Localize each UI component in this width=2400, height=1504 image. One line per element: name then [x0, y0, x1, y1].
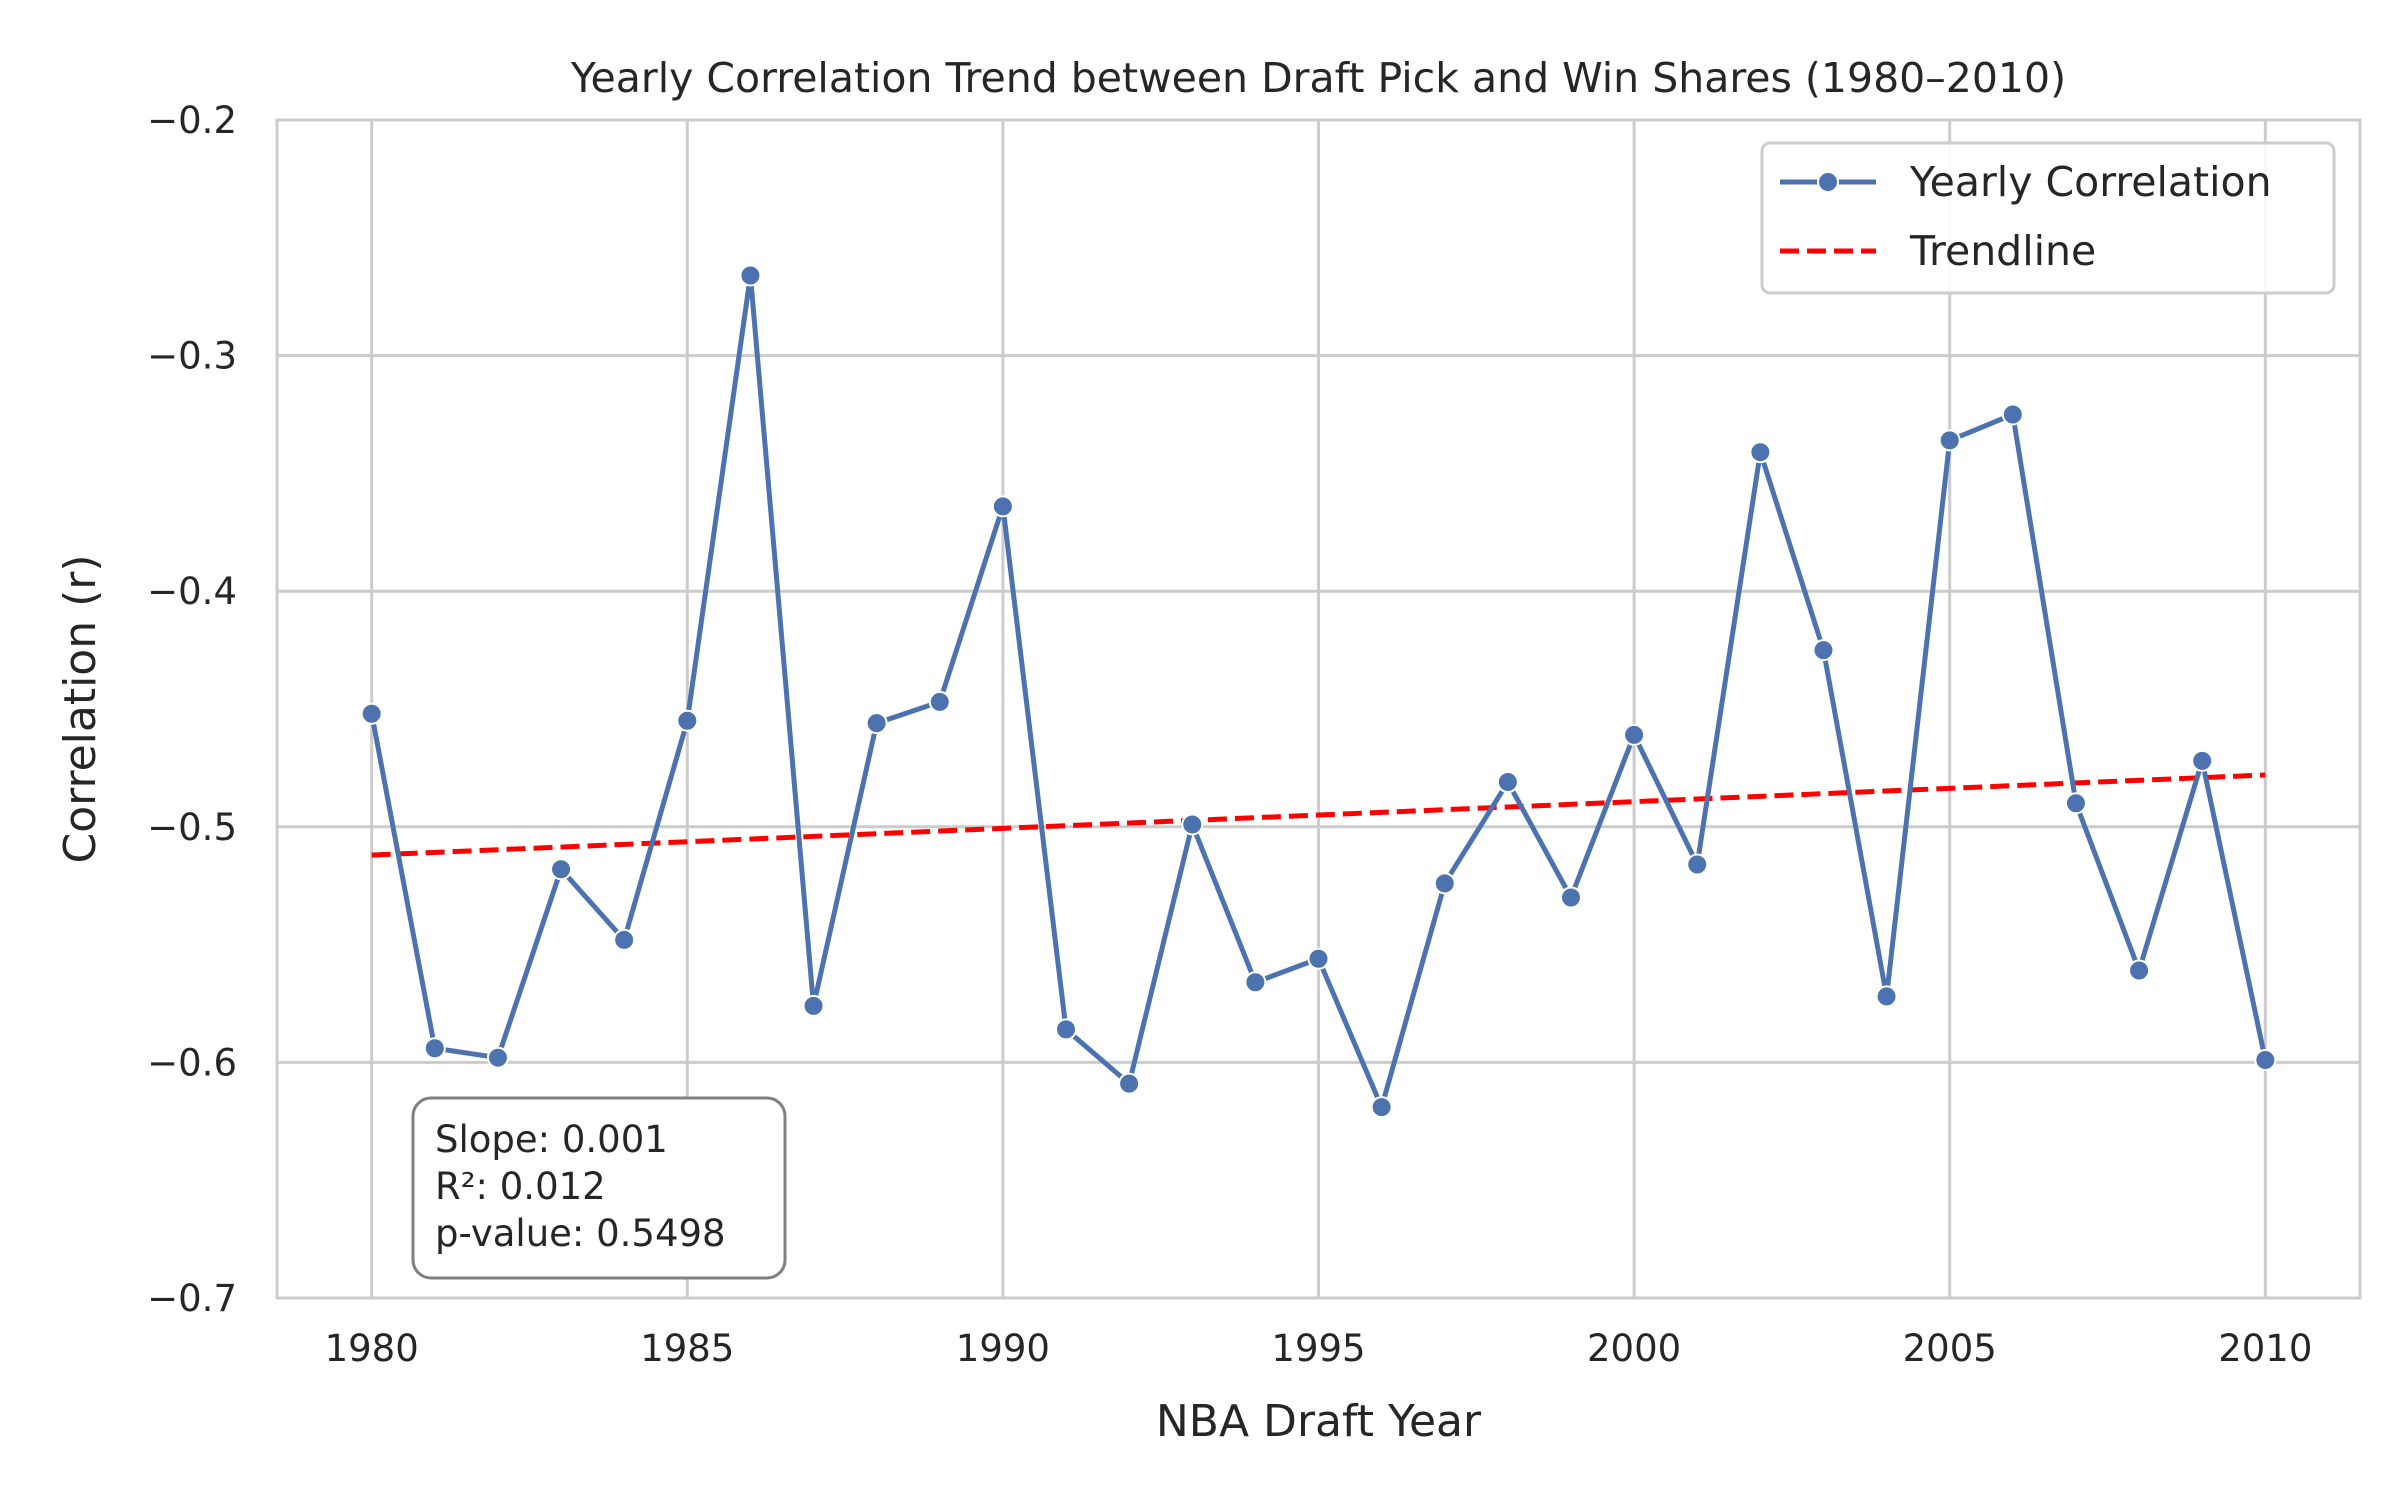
- data-point: [1118, 1072, 1141, 1095]
- plot-frame: [275, 118, 2362, 1300]
- stats-slope: Slope: 0.001: [435, 1118, 668, 1161]
- y-tick-label: −0.5: [147, 806, 237, 849]
- data-point: [1749, 441, 1772, 464]
- data-point: [1181, 813, 1204, 836]
- chart-title: Yearly Correlation Trend between Draft P…: [570, 54, 2066, 102]
- data-point: [2064, 792, 2087, 815]
- data-point: [1055, 1018, 1078, 1041]
- legend-label-trendline: Trendline: [1909, 227, 2096, 275]
- data-point: [1433, 872, 1456, 895]
- y-tick-label: −0.7: [147, 1277, 237, 1320]
- legend-entry-trendline: Trendline: [1780, 227, 2096, 275]
- y-axis-ticks: −0.7 −0.6 −0.5 −0.4 −0.3 −0.2: [147, 99, 237, 1320]
- legend-box: [1760, 141, 2336, 295]
- data-point: [360, 702, 383, 725]
- data-point: [1938, 429, 1961, 452]
- data-point: [1307, 947, 1330, 970]
- legend: Yearly Correlation Trendline: [1760, 141, 2336, 295]
- regression-stats-box: Slope: 0.001 R²: 0.012 p-value: 0.5498: [411, 1096, 787, 1280]
- y-tick-label: −0.3: [147, 335, 237, 378]
- data-point: [928, 690, 951, 713]
- legend-entry-yearly-correlation: Yearly Correlation: [1780, 158, 2272, 206]
- stats-p-value: p-value: 0.5498: [435, 1212, 726, 1255]
- data-point: [1244, 971, 1267, 994]
- data-point: [1875, 985, 1898, 1008]
- data-point: [1496, 771, 1519, 794]
- data-point: [865, 712, 888, 735]
- trendline: [371, 772, 2266, 858]
- data-point: [2191, 749, 2214, 772]
- data-point: [676, 709, 699, 732]
- x-axis-ticks: 1980 1985 1990 1995 2000 2005 2010: [325, 1327, 2313, 1370]
- x-tick-label: 2010: [2218, 1327, 2312, 1370]
- stats-box-frame: [411, 1096, 787, 1280]
- x-tick-label: 1980: [325, 1327, 419, 1370]
- legend-marker-swatch: [1817, 171, 1839, 193]
- data-point: [550, 858, 573, 881]
- stats-r-squared: R²: 0.012: [435, 1165, 606, 1208]
- legend-label-yearly-correlation: Yearly Correlation: [1909, 158, 2272, 206]
- data-point: [1623, 723, 1646, 746]
- y-tick-label: −0.6: [147, 1041, 237, 1084]
- x-axis-label: NBA Draft Year: [1156, 1396, 1482, 1447]
- data-point: [423, 1037, 446, 1060]
- data-point: [1559, 886, 1582, 909]
- x-tick-label: 1990: [956, 1327, 1050, 1370]
- y-tick-label: −0.4: [147, 570, 237, 613]
- data-point: [2001, 403, 2024, 426]
- x-tick-label: 1995: [1271, 1327, 1365, 1370]
- y-tick-label: −0.2: [147, 99, 237, 142]
- x-tick-label: 2005: [1903, 1327, 1997, 1370]
- data-point: [991, 495, 1014, 518]
- x-tick-label: 2000: [1587, 1327, 1681, 1370]
- data-point: [613, 928, 636, 951]
- y-axis-label: Correlation (r): [55, 554, 106, 863]
- data-point: [2254, 1049, 2277, 1072]
- data-point: [1812, 639, 1835, 662]
- data-point: [802, 994, 825, 1017]
- data-point: [2128, 959, 2151, 982]
- x-tick-label: 1985: [640, 1327, 734, 1370]
- data-point: [1370, 1096, 1393, 1119]
- data-point: [1686, 853, 1709, 876]
- series-layer: [360, 264, 2277, 1119]
- data-point: [486, 1046, 509, 1069]
- data-point: [739, 264, 762, 287]
